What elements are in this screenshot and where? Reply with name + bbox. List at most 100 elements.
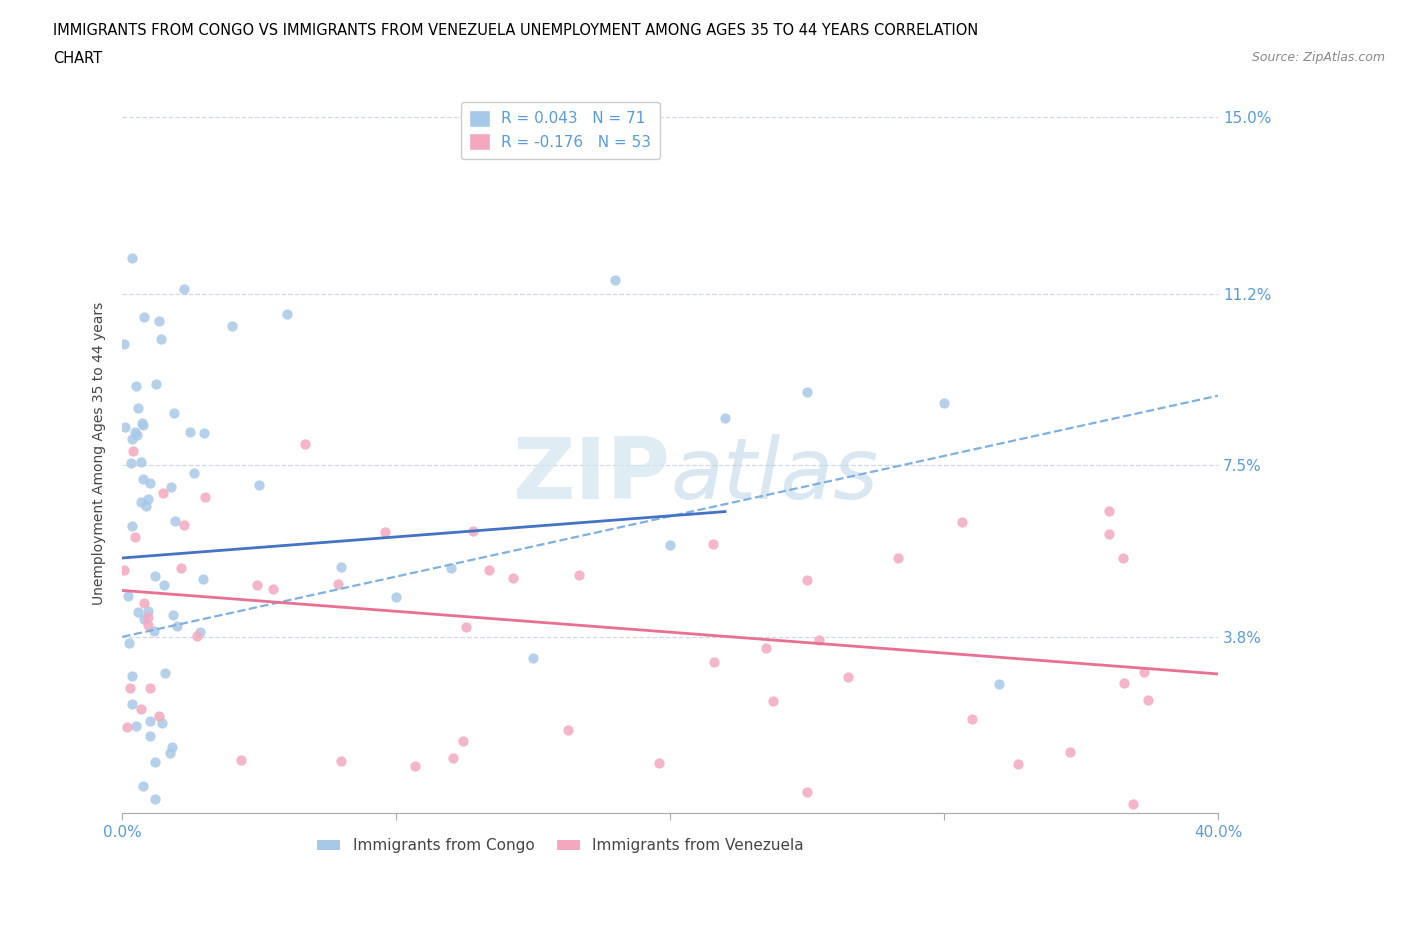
Point bbox=[755, 641, 778, 656]
Point bbox=[159, 480, 181, 495]
Text: IMMIGRANTS FROM CONGO VS IMMIGRANTS FROM VENEZUELA UNEMPLOYMENT AMONG AGES 35 TO: IMMIGRANTS FROM CONGO VS IMMIGRANTS FROM… bbox=[53, 23, 979, 38]
Point bbox=[121, 669, 143, 684]
Legend: Immigrants from Congo, Immigrants from Venezuela: Immigrants from Congo, Immigrants from V… bbox=[311, 832, 810, 859]
Point bbox=[112, 563, 135, 578]
Point bbox=[166, 618, 188, 633]
Point bbox=[188, 625, 211, 640]
Point bbox=[440, 561, 463, 576]
Point bbox=[143, 792, 166, 807]
Point bbox=[962, 711, 984, 726]
Point bbox=[121, 432, 143, 446]
Point bbox=[451, 733, 474, 748]
Point bbox=[887, 551, 910, 565]
Point bbox=[194, 489, 217, 504]
Point bbox=[121, 250, 143, 265]
Point bbox=[129, 495, 152, 510]
Point bbox=[143, 754, 166, 769]
Point bbox=[1112, 551, 1135, 566]
Point bbox=[150, 716, 173, 731]
Point bbox=[129, 455, 152, 470]
Point bbox=[134, 595, 156, 610]
Point bbox=[139, 681, 162, 696]
Point bbox=[463, 524, 485, 538]
Point bbox=[135, 498, 157, 513]
Point bbox=[136, 492, 159, 507]
Point bbox=[330, 560, 353, 575]
Point bbox=[152, 578, 174, 593]
Text: Source: ZipAtlas.com: Source: ZipAtlas.com bbox=[1251, 51, 1385, 64]
Point bbox=[118, 681, 141, 696]
Point bbox=[127, 401, 149, 416]
Point bbox=[1136, 692, 1159, 707]
Point bbox=[121, 519, 143, 534]
Point bbox=[117, 589, 139, 604]
Point bbox=[124, 529, 146, 544]
Point bbox=[221, 319, 243, 334]
Point bbox=[120, 456, 142, 471]
Point bbox=[122, 444, 145, 458]
Point bbox=[142, 624, 165, 639]
Point bbox=[443, 751, 465, 765]
Point bbox=[934, 396, 956, 411]
Y-axis label: Unemployment Among Ages 35 to 44 years: Unemployment Among Ages 35 to 44 years bbox=[93, 302, 107, 605]
Point bbox=[132, 472, 155, 486]
Point bbox=[162, 405, 184, 420]
Point bbox=[134, 612, 156, 627]
Point bbox=[125, 719, 148, 734]
Point bbox=[796, 573, 818, 588]
Point bbox=[145, 377, 167, 392]
Point bbox=[1059, 745, 1081, 760]
Point bbox=[229, 752, 252, 767]
Point bbox=[247, 478, 270, 493]
Point bbox=[796, 784, 818, 799]
Point bbox=[1122, 797, 1144, 812]
Point bbox=[568, 567, 591, 582]
Point bbox=[173, 517, 195, 532]
Point bbox=[131, 778, 153, 793]
Point bbox=[1114, 675, 1136, 690]
Point bbox=[125, 379, 148, 393]
Point bbox=[262, 581, 284, 596]
Point bbox=[127, 604, 149, 619]
Point bbox=[193, 425, 215, 440]
Point bbox=[112, 337, 135, 352]
Point bbox=[374, 525, 396, 539]
Point bbox=[702, 537, 724, 551]
Point bbox=[160, 739, 183, 754]
Point bbox=[808, 632, 831, 647]
Point bbox=[714, 411, 737, 426]
Point bbox=[404, 759, 426, 774]
Point bbox=[159, 746, 181, 761]
Point bbox=[150, 331, 173, 346]
Point bbox=[152, 485, 174, 500]
Point bbox=[329, 753, 352, 768]
Point bbox=[173, 282, 195, 297]
Point bbox=[129, 702, 152, 717]
Point bbox=[114, 420, 136, 435]
Point bbox=[193, 572, 215, 587]
Point bbox=[179, 425, 201, 440]
Text: CHART: CHART bbox=[53, 51, 103, 66]
Point bbox=[796, 384, 818, 399]
Point bbox=[326, 577, 349, 591]
Text: atlas: atlas bbox=[671, 433, 879, 517]
Point bbox=[762, 693, 785, 708]
Point bbox=[153, 665, 176, 680]
Point bbox=[522, 651, 544, 666]
Point bbox=[136, 610, 159, 625]
Point bbox=[950, 514, 973, 529]
Point bbox=[115, 719, 138, 734]
Point bbox=[138, 729, 160, 744]
Point bbox=[703, 655, 725, 670]
Point bbox=[502, 570, 524, 585]
Point bbox=[648, 755, 671, 770]
Point bbox=[454, 619, 477, 634]
Point bbox=[162, 607, 184, 622]
Point bbox=[121, 697, 143, 711]
Point bbox=[294, 436, 316, 451]
Point bbox=[117, 635, 139, 650]
Point bbox=[385, 590, 408, 604]
Point bbox=[183, 465, 205, 480]
Point bbox=[1098, 526, 1121, 541]
Text: ZIP: ZIP bbox=[513, 433, 671, 517]
